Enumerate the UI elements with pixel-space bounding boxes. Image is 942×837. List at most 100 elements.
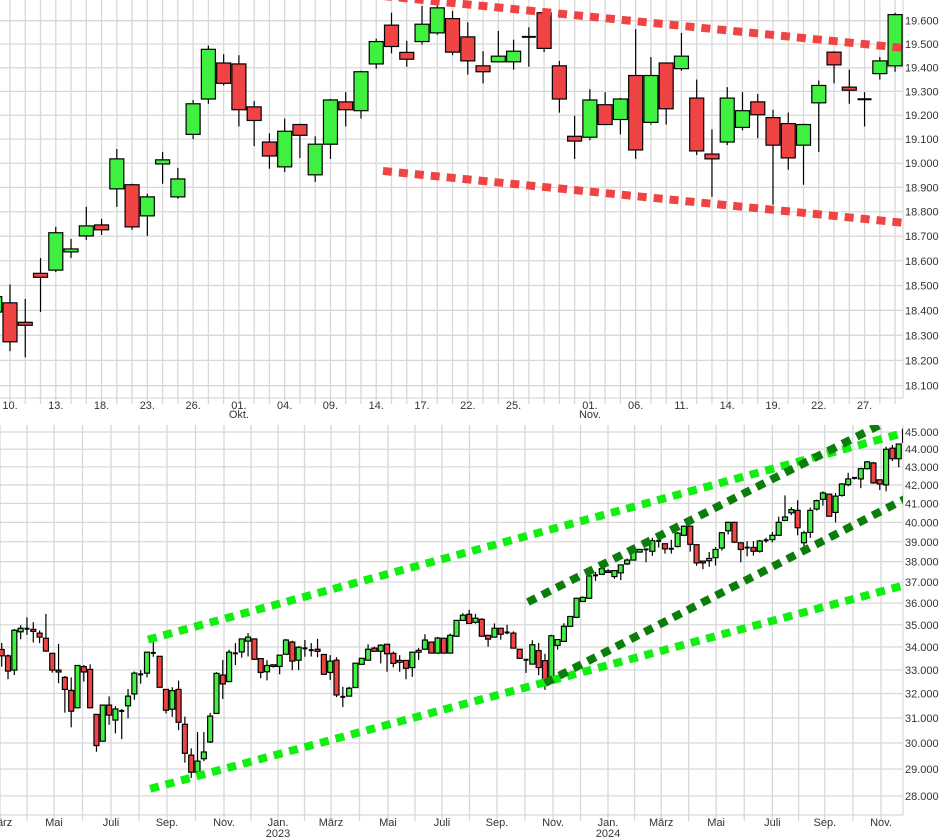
candle [497,627,504,640]
candle [292,123,308,158]
candle [769,531,776,543]
candle-body-down [444,17,461,53]
candle-body-down [780,122,796,159]
x-tick-label: 19. [765,400,780,412]
candle [364,644,372,661]
candle-body-up [795,123,812,146]
candle [628,29,644,159]
candle-body-up [295,646,302,661]
candle [811,80,827,152]
candle [643,57,659,125]
weekly-candlestick-chart: 45.000 44.000 43.000 42.000 41.000 40.000 39.0… [0,425,939,837]
candle-body-down [32,272,49,278]
y-tick-label: 19.400 [905,63,939,75]
candle-body-up [674,532,681,548]
candle [845,472,852,487]
candle-body-up [643,74,659,123]
candle [42,613,50,652]
candle [295,646,302,671]
y-tick-label: 18.500 [905,280,939,292]
y-tick-label: 41.000 [905,498,939,510]
candle [516,648,523,659]
candle [402,659,410,680]
x-tick-label: März [319,817,343,829]
x-tick-sublabel: 2024 [596,828,620,837]
candle [219,659,226,700]
candle [851,476,857,480]
candle-body-up [194,760,201,773]
candle [826,51,842,84]
candle [36,630,43,644]
candle-body-up [872,60,888,75]
candle-body-up [554,638,561,647]
candle [131,671,138,700]
x-tick-label: 14. [720,400,735,412]
candle [63,238,79,259]
candle-body-up [352,662,359,689]
candle-body-down [0,648,5,657]
candle-body-up [490,55,506,63]
candle [887,12,903,72]
candle-body-down [687,525,694,545]
candle-body-up [887,14,903,67]
candle [838,483,845,497]
trendline [146,428,903,644]
candle-body-up [781,516,789,522]
candle-body-down [605,570,612,574]
candle-body-up [131,672,138,695]
candle [510,631,517,649]
x-tick-label: Mai [707,817,725,829]
y-tick-label: 40.000 [905,517,939,529]
candle [109,149,125,207]
candle-body-up [200,48,216,100]
candle [105,696,113,725]
y-tick-label: 18.300 [905,330,939,342]
candle-body-down [216,62,232,84]
candle-body-down [826,493,833,517]
y-tick-label: 19.600 [905,16,939,28]
candle [895,443,902,468]
candle-body-up [573,597,580,618]
candle [636,548,643,553]
candle [643,548,649,563]
candle-body-up [813,499,820,510]
x-tick-label: Juli [103,817,120,829]
x-tick-label: Jan. [268,817,289,829]
candle [440,637,447,654]
candle-body-up [139,196,155,217]
candle-body-up [895,443,902,460]
x-tick-label: 11. [674,400,688,412]
x-tick-label: Jan. [598,817,619,829]
candle-body-up [364,648,372,661]
candle-body-down [689,97,705,152]
candle [734,92,751,131]
candle-body-up [769,534,776,541]
candle-body-down [535,650,542,669]
candle [383,12,400,54]
candle-body-down [251,638,258,660]
candle [200,732,207,762]
y-tick-label: 34.000 [905,642,939,654]
candle [409,651,416,677]
candle-body-up [864,461,871,470]
y-tick-label: 33.000 [905,665,939,677]
candle [346,686,353,697]
candle [504,624,510,635]
candle-body-up [453,619,460,637]
candle-body-down [704,153,720,160]
candle [623,558,631,566]
candle-body-down [93,224,110,231]
x-tick-label: Mai [379,817,397,829]
candle [523,658,529,673]
candle-body-up [649,540,656,552]
x-tick-label: 13. [48,400,63,412]
candle-body-down [93,713,100,747]
y-tick-label: 29.000 [905,764,939,776]
candle [554,638,561,650]
candle-body-up [327,660,334,674]
candle [687,525,694,552]
candle-body-down [333,659,340,696]
candle-body-down [567,135,583,142]
candle [124,183,140,230]
candle [674,531,681,548]
